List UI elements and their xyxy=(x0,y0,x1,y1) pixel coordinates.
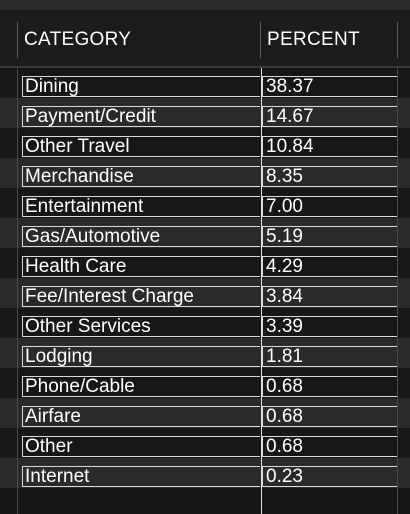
category-cell: Other Travel xyxy=(25,136,130,157)
column-header-percent[interactable]: PERCENT xyxy=(267,29,360,50)
body-divider-mid xyxy=(261,68,262,514)
category-cell-border xyxy=(22,346,260,367)
category-cell: Dining xyxy=(25,76,79,97)
percent-cell: 0.68 xyxy=(266,376,303,397)
body-divider-right xyxy=(397,68,398,514)
category-cell-border xyxy=(22,166,260,187)
table-row[interactable]: Lodging 1.81 xyxy=(0,338,410,368)
table-row[interactable]: Entertainment 7.00 xyxy=(0,188,410,218)
category-cell-border xyxy=(22,226,260,247)
percent-cell: 10.84 xyxy=(266,136,314,157)
category-cell: Other xyxy=(25,436,73,457)
percent-cell: 7.00 xyxy=(266,196,303,217)
table-header: CATEGORY PERCENT xyxy=(0,10,410,68)
body-divider-left xyxy=(17,68,18,514)
header-divider-left xyxy=(17,22,18,58)
table-body: Dining 38.37 Payment/Credit 14.67 Other Trav… xyxy=(0,68,410,488)
category-cell-border xyxy=(22,196,260,217)
table-row[interactable]: Health Care 4.29 xyxy=(0,248,410,278)
category-cell: Phone/Cable xyxy=(25,376,135,397)
table-row[interactable]: Merchandise 8.35 xyxy=(0,158,410,188)
percent-cell: 5.19 xyxy=(266,226,303,247)
category-cell: Lodging xyxy=(25,346,93,367)
table-row[interactable]: Internet 0.23 xyxy=(0,458,410,488)
column-header-category[interactable]: CATEGORY xyxy=(24,29,132,50)
table-row[interactable]: Gas/Automotive 5.19 xyxy=(0,218,410,248)
percent-cell: 0.68 xyxy=(266,436,303,457)
category-cell: Airfare xyxy=(25,406,81,427)
category-cell: Health Care xyxy=(25,256,127,277)
category-cell-border xyxy=(22,136,260,157)
percent-cell: 4.29 xyxy=(266,256,303,277)
category-cell-border xyxy=(22,436,260,457)
category-cell-border xyxy=(22,376,260,397)
header-divider-right xyxy=(397,22,398,58)
percent-cell: 3.84 xyxy=(266,286,303,307)
category-cell-border xyxy=(22,76,260,97)
percent-cell: 3.39 xyxy=(266,316,303,337)
category-cell: Internet xyxy=(25,466,90,487)
category-cell-border xyxy=(22,466,260,487)
table-row[interactable]: Fee/Interest Charge 3.84 xyxy=(0,278,410,308)
category-cell-border xyxy=(22,406,260,427)
percent-cell: 0.68 xyxy=(266,406,303,427)
category-cell-border xyxy=(22,316,260,337)
table-row[interactable]: Other Travel 10.84 xyxy=(0,128,410,158)
category-cell: Entertainment xyxy=(25,196,144,217)
percent-cell: 14.67 xyxy=(266,106,314,127)
percent-cell: 8.35 xyxy=(266,166,303,187)
category-cell-border xyxy=(22,106,260,127)
category-cell: Fee/Interest Charge xyxy=(25,286,194,307)
table-row[interactable]: Dining 38.37 xyxy=(0,68,410,98)
table-row[interactable]: Other 0.68 xyxy=(0,428,410,458)
category-cell: Gas/Automotive xyxy=(25,226,161,247)
category-cell-border xyxy=(22,286,260,307)
table-row[interactable]: Other Services 3.39 xyxy=(0,308,410,338)
percent-cell: 1.81 xyxy=(266,346,303,367)
table-row[interactable]: Payment/Credit 14.67 xyxy=(0,98,410,128)
percent-cell: 0.23 xyxy=(266,466,303,487)
category-cell: Payment/Credit xyxy=(25,106,156,127)
table-row[interactable]: Airfare 0.68 xyxy=(0,398,410,428)
header-divider-mid xyxy=(260,22,261,58)
category-cell: Merchandise xyxy=(25,166,134,187)
category-cell-border xyxy=(22,256,260,277)
table-row[interactable]: Phone/Cable 0.68 xyxy=(0,368,410,398)
category-cell: Other Services xyxy=(25,316,151,337)
percent-cell: 38.37 xyxy=(266,76,314,97)
